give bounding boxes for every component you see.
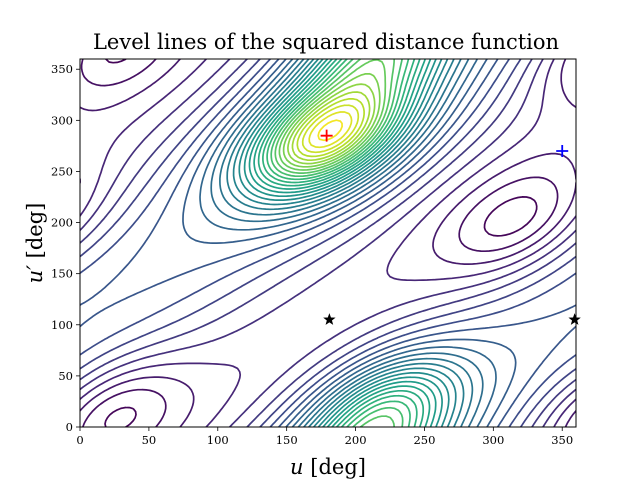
y-tick-label: 250	[51, 164, 73, 178]
contour-level-line	[80, 59, 576, 427]
contour-level-line	[219, 59, 474, 427]
contour-level-line	[104, 59, 538, 427]
contour-level-line	[199, 59, 497, 427]
y-axis-unit: [deg]	[23, 203, 47, 265]
contour-level-line	[80, 59, 576, 427]
chart-title: Level lines of the squared distance func…	[93, 30, 559, 54]
plot-frame	[79, 58, 577, 428]
contour-level-line	[262, 59, 418, 427]
x-tick-label: 50	[142, 433, 157, 447]
contour-lines	[80, 59, 576, 427]
contour-level-line	[287, 83, 376, 165]
x-tick-label: 150	[276, 433, 298, 447]
contour-level-line	[80, 59, 576, 427]
plus-marker	[556, 145, 569, 157]
markers-layer	[320, 129, 581, 325]
x-axis-ticks: 0 50 100 150 200 250 300 350	[76, 427, 573, 447]
contour-level-line	[80, 59, 559, 427]
x-tick-label: 300	[482, 433, 504, 447]
contour-level-line	[80, 59, 576, 427]
contour-level-line	[80, 59, 576, 427]
x-tick-label: 0	[76, 433, 83, 447]
contour-level-line	[291, 91, 371, 162]
contour-level-line	[270, 59, 404, 427]
contour-level-line	[232, 59, 457, 427]
star-marker	[323, 313, 336, 325]
y-tick-label: 50	[58, 369, 73, 383]
contour-level-line	[282, 72, 381, 168]
x-tick-label: 250	[413, 433, 435, 447]
contour-level-line	[80, 59, 576, 427]
y-tick-label: 200	[51, 216, 73, 230]
y-axis-ticks: 0 50 100 150 200 250 300 350	[51, 62, 80, 434]
x-tick-label: 100	[207, 433, 229, 447]
y-tick-label: 0	[66, 420, 73, 434]
y-axis-symbol: u′	[23, 265, 47, 284]
x-tick-label: 200	[345, 433, 367, 447]
plus-marker	[320, 129, 333, 142]
y-tick-label: 100	[51, 318, 73, 332]
contour-level-line	[301, 104, 360, 154]
y-tick-label: 350	[51, 62, 73, 76]
x-axis-symbol: u	[290, 455, 304, 479]
contour-level-line	[80, 59, 576, 427]
contour-level-line	[226, 59, 465, 427]
contour-level-line	[238, 59, 450, 427]
star-marker	[568, 313, 581, 325]
x-axis-unit: [deg]	[304, 455, 366, 479]
x-axis-label: u [deg]	[290, 455, 366, 479]
contour-level-line	[257, 59, 425, 427]
contour-level-line	[278, 59, 387, 171]
contour-level-line	[296, 97, 365, 158]
x-tick-label: 350	[551, 433, 573, 447]
y-axis-label: u′ [deg]	[23, 203, 47, 284]
y-tick-label: 150	[51, 267, 73, 281]
contour-level-line	[308, 111, 353, 149]
y-tick-label: 300	[51, 113, 73, 127]
contour-level-line	[266, 59, 411, 427]
